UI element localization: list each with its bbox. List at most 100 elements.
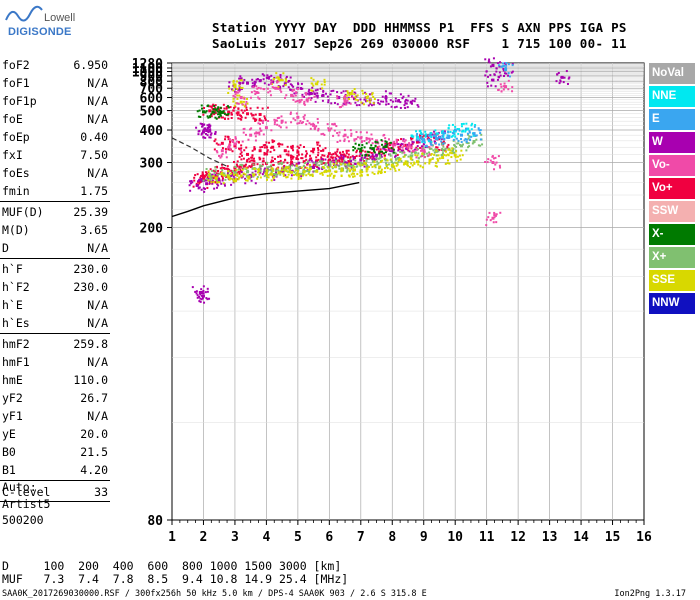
echo-point	[271, 141, 274, 144]
echo-point	[321, 158, 324, 161]
echo-point	[441, 130, 444, 133]
echo-point	[305, 93, 308, 96]
echo-point	[502, 67, 505, 70]
data-point	[397, 156, 401, 160]
echo-point	[266, 178, 269, 181]
echo-point	[253, 148, 256, 151]
echo-point	[257, 168, 260, 171]
echo-point	[193, 179, 196, 182]
echo-point	[311, 150, 314, 153]
echo-point	[406, 145, 409, 148]
x-tick-label: 10	[447, 530, 463, 545]
echo-point	[392, 148, 395, 151]
echo-point	[232, 160, 235, 163]
echo-point	[233, 104, 236, 107]
echo-point	[330, 156, 333, 159]
echo-point	[404, 160, 407, 163]
echo-point	[493, 216, 496, 219]
data-point	[277, 78, 281, 82]
echo-point	[422, 134, 425, 137]
echo-point	[199, 293, 202, 296]
x-tick-label: 16	[636, 530, 652, 545]
data-point	[327, 128, 331, 132]
echo-point	[419, 133, 422, 136]
echo-point	[366, 165, 369, 168]
echo-point	[357, 147, 360, 150]
echo-point	[394, 154, 397, 157]
echo-point	[292, 155, 295, 158]
echo-point	[288, 168, 291, 171]
echo-point	[460, 123, 463, 126]
echo-point	[380, 168, 383, 171]
echo-point	[336, 150, 339, 153]
param-name: MUF(D)	[2, 205, 44, 219]
echo-point	[470, 124, 473, 127]
echo-point	[410, 158, 413, 161]
echo-point	[283, 149, 286, 152]
echo-point	[361, 102, 364, 105]
echo-point	[467, 137, 470, 140]
echo-point	[247, 177, 250, 180]
echo-point	[368, 158, 371, 161]
echo-point	[455, 137, 458, 140]
param-name: foF1p	[2, 94, 37, 108]
param-name: B0	[2, 445, 16, 459]
echo-point	[422, 154, 425, 157]
echo-point	[231, 88, 234, 91]
echo-point	[280, 115, 283, 118]
echo-point	[321, 168, 324, 171]
echo-point	[214, 169, 217, 172]
echo-point	[395, 139, 398, 142]
echo-point	[489, 65, 492, 68]
echo-point	[316, 80, 319, 83]
echo-point	[230, 169, 233, 172]
echo-point	[207, 104, 210, 107]
echo-point	[245, 175, 248, 178]
echo-point	[443, 153, 446, 156]
echo-point	[444, 132, 447, 135]
echo-point	[330, 127, 333, 130]
echo-point	[300, 177, 303, 180]
echo-point	[372, 102, 375, 105]
param-row: M(D) 3.65	[0, 221, 112, 239]
echo-point	[316, 118, 319, 121]
y-tick-label: 800	[140, 75, 164, 90]
echo-point	[203, 301, 206, 304]
echo-point	[221, 169, 224, 172]
echo-point	[315, 94, 318, 97]
legend-item-vo: Vo+	[649, 178, 695, 199]
echo-point	[234, 96, 237, 99]
echo-point	[493, 168, 496, 171]
echo-point	[384, 137, 387, 140]
echo-point	[198, 180, 201, 183]
echo-point	[282, 72, 285, 75]
echo-point	[191, 181, 194, 184]
echo-point	[454, 156, 457, 159]
echo-point	[234, 165, 237, 168]
echo-point	[372, 156, 375, 159]
echo-point	[484, 160, 487, 163]
echo-point	[234, 146, 237, 149]
echo-point	[279, 88, 282, 91]
y-tick-label: 700	[140, 82, 164, 97]
echo-point	[261, 164, 264, 167]
echo-point	[198, 186, 201, 189]
echo-point	[366, 173, 369, 176]
echo-point	[494, 214, 497, 217]
echo-point	[422, 142, 425, 145]
echo-point	[294, 119, 297, 122]
echo-point	[466, 132, 469, 135]
echo-point	[360, 169, 363, 172]
echo-point	[249, 107, 252, 110]
echo-point	[444, 162, 447, 165]
echo-point	[292, 117, 295, 120]
echo-point	[270, 74, 273, 77]
echo-point	[308, 171, 311, 174]
echo-point	[323, 83, 326, 86]
echo-point	[279, 154, 282, 157]
echo-point	[223, 174, 226, 177]
echo-point	[200, 294, 203, 297]
echo-point	[311, 92, 314, 95]
echo-point	[378, 103, 381, 106]
param-name: foEp	[2, 130, 30, 144]
